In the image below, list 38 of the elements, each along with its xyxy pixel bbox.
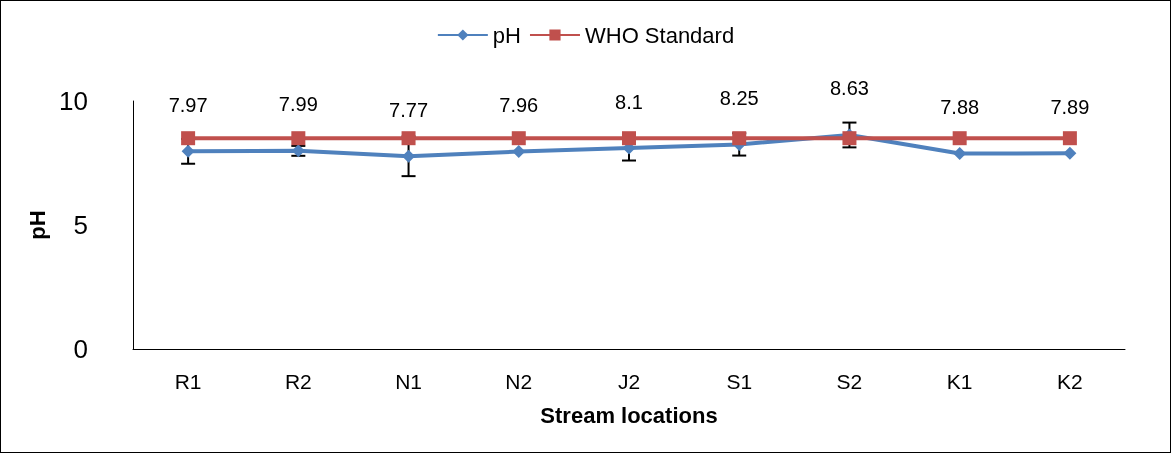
point — [952, 131, 967, 146]
point — [512, 145, 526, 159]
legend-label: WHO Standard — [584, 22, 735, 48]
y-tick-label: 0 — [73, 334, 88, 364]
data-label: 8.1 — [615, 90, 643, 113]
y-tick-label: 10 — [59, 86, 88, 116]
data-label: 8.63 — [829, 77, 869, 100]
point — [291, 131, 306, 146]
point — [1062, 131, 1077, 146]
x-tick-label: K1 — [946, 370, 973, 393]
x-axis-title: Stream locations — [540, 402, 718, 428]
point — [953, 147, 967, 161]
data-label: 7.77 — [389, 98, 429, 121]
point — [1063, 146, 1077, 160]
data-label: 7.99 — [278, 93, 318, 116]
point — [181, 131, 196, 146]
x-tick-label: R1 — [174, 370, 202, 393]
point — [181, 144, 195, 158]
data-label: 7.96 — [499, 94, 539, 117]
point — [622, 131, 636, 146]
x-tick-label: N1 — [395, 370, 422, 393]
x-tick-label: N2 — [505, 370, 533, 393]
y-tick-label: 5 — [73, 210, 88, 240]
data-label: 7.97 — [168, 93, 208, 116]
point — [732, 131, 747, 146]
x-tick-label: R2 — [284, 370, 312, 393]
point — [511, 131, 526, 146]
x-tick-label: S1 — [726, 370, 753, 393]
point — [402, 149, 416, 163]
x-tick-label: S2 — [836, 370, 863, 393]
point — [401, 131, 416, 146]
legend-label: pH — [492, 22, 521, 48]
x-tick-label: K2 — [1057, 370, 1083, 393]
x-tick-label: J2 — [617, 370, 641, 393]
data-label: 8.25 — [719, 86, 759, 109]
data-label: 7.88 — [940, 96, 980, 119]
data-label: 7.89 — [1050, 95, 1090, 118]
y-axis-title: pH — [24, 210, 50, 240]
